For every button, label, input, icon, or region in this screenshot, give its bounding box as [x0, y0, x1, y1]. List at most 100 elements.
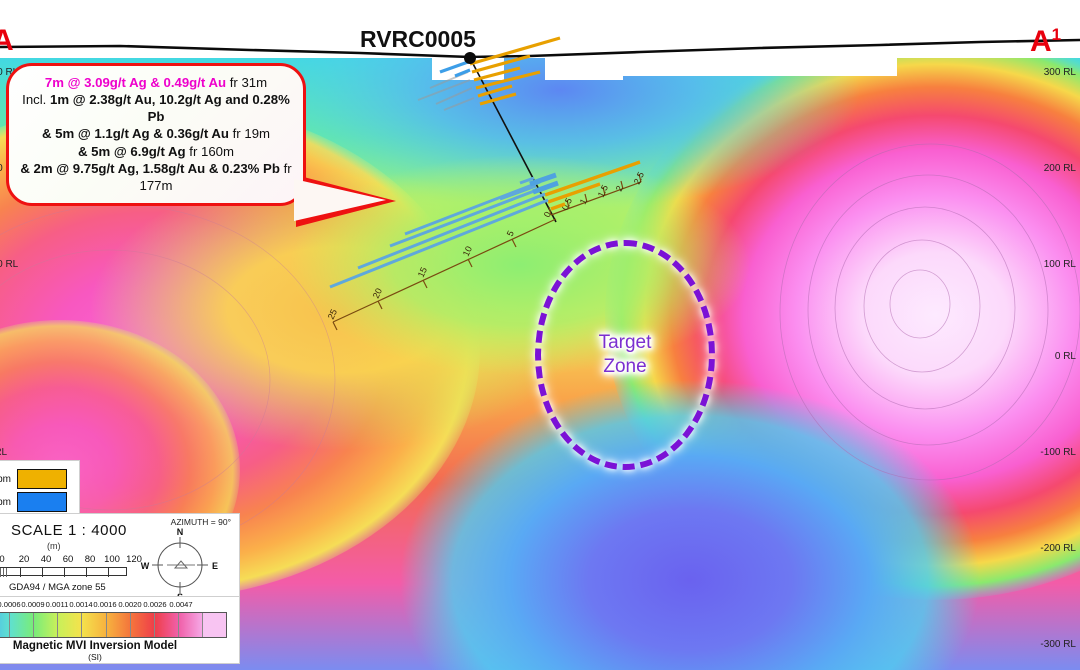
- colorscale-tick-label: 0.0011: [45, 600, 69, 609]
- colorscale-swatch: [0, 613, 11, 637]
- legend-label: _ppm: [0, 473, 11, 485]
- svg-text:N: N: [177, 527, 184, 537]
- colorscale-tick-label: 0.0026: [143, 600, 167, 609]
- scale-tick-label: 0: [0, 554, 5, 565]
- colorscale-subtitle: (SI): [88, 652, 102, 662]
- surface-label-patch: [432, 58, 504, 80]
- target-zone-label: Target Zone: [598, 332, 652, 377]
- legend-swatch-au: [17, 492, 67, 512]
- scale-tick-label: 100: [104, 554, 120, 565]
- target-zone-ellipse: Target Zone: [535, 240, 715, 470]
- surface-label-patch: [622, 56, 897, 76]
- callout-line-5-bold: & 2m @ 9.75g/t Ag, 1.58g/t Au & 0.23% Pb: [20, 160, 280, 176]
- colorscale-tick-labels: 0.0003 0.0006 0.0009 0.0011 0.0014 0.001…: [0, 600, 241, 611]
- downhole-depth-tick-label: 25 20 15 10 5: [326, 229, 516, 321]
- drill-collar-marker: [464, 52, 476, 64]
- colorscale-swatch: [34, 613, 59, 637]
- assay-bar-au: [439, 60, 471, 78]
- magnetic-inversion-model-background: [0, 50, 1080, 670]
- rl-label-right: 200 RL: [1043, 163, 1076, 174]
- assay-bar-au-thick: [529, 172, 559, 195]
- assay-bar-ag-deep: [544, 160, 641, 211]
- callout-line-4: & 5m @ 6.9g/t Ag fr 160m: [19, 143, 293, 160]
- scale-panel: SCALE 1 : 4000 (m) 0 20 40 60 80 100 120…: [0, 513, 240, 605]
- rl-label-right: -200 RL: [1040, 543, 1076, 554]
- callout-line-5-tail: fr 177m: [139, 160, 292, 193]
- callout-line-2-prefix: Incl.: [22, 92, 51, 108]
- callout-line-3: & 5m @ 1.1g/t Ag & 0.36g/t Au fr 19m: [19, 125, 293, 142]
- callout-line-4-bold: & 5m @ 6.9g/t Ag: [77, 143, 186, 159]
- scale-tick-label: 20: [18, 554, 30, 565]
- svg-text:25: 25: [326, 308, 339, 321]
- rl-label-right: 0 RL: [1054, 351, 1076, 362]
- section-label-right: A1: [1030, 26, 1061, 57]
- drill-hole-label: RVRC0005: [360, 26, 476, 52]
- downhole-grade-tick-label: 0 0.5 1 1.5 2 2.5: [542, 170, 646, 219]
- colorscale-swatch: [58, 613, 83, 637]
- callout-line-4-tail: fr 160m: [185, 143, 234, 159]
- colorscale-title: Magnetic MVI Inversion Model: [12, 640, 178, 652]
- colorscale-swatch: [10, 613, 35, 637]
- rl-label-right: 100 RL: [1043, 259, 1076, 270]
- callout-tail-fill: [294, 179, 386, 221]
- scale-bar: [0, 567, 127, 577]
- legend-row: _ppm: [0, 469, 73, 489]
- callout-line-2: Incl. 1m @ 2.38g/t Au, 10.2g/t Ag and 0.…: [19, 91, 293, 125]
- rl-label-left: 100 RL: [0, 259, 19, 270]
- rl-label-right: -100 RL: [1040, 447, 1076, 458]
- scale-tick-label: 120: [126, 554, 142, 565]
- colorscale-swatch: [106, 613, 131, 637]
- colorscale-swatch: [154, 613, 179, 637]
- scale-unit: (m): [47, 541, 61, 551]
- assay-bar-au-deep: [329, 176, 549, 289]
- callout-line-2-bold: 1m @ 2.38g/t Au, 10.2g/t Ag and 0.28% Pb: [50, 92, 290, 125]
- colorscale-swatch: [82, 613, 107, 637]
- section-label-left: A: [0, 24, 14, 57]
- colorscale-tick-label: 0.0047: [169, 600, 193, 609]
- surface-label-patch: [545, 58, 623, 80]
- azimuth-label: AZIMUTH = 90°: [170, 517, 231, 527]
- scale-tick-label: 80: [84, 554, 96, 565]
- assay-results-callout: 7m @ 3.09g/t Ag & 0.49g/t Au fr 31m Incl…: [6, 63, 306, 207]
- colorscale-tick-label: 0.0020: [118, 600, 142, 609]
- scale-datum-label: GDA94 / MGA zone 55: [9, 582, 106, 593]
- rl-label-right: 300 RL: [1043, 67, 1076, 78]
- callout-line-3-tail: fr 19m: [228, 126, 271, 142]
- legend-swatch-ag: [17, 469, 67, 489]
- colorscale-tick-label: 0.0016: [93, 600, 117, 609]
- scale-tick-label: 60: [62, 554, 74, 565]
- scale-title: SCALE 1 : 4000: [11, 522, 127, 539]
- svg-text:2: 2: [614, 184, 625, 193]
- colorscale-swatch: [130, 613, 155, 637]
- svg-text:0.5: 0.5: [560, 196, 574, 212]
- colorscale-bar: [0, 612, 227, 638]
- downhole-grade-axis: [548, 173, 642, 216]
- rl-label-right: -300 RL: [1040, 639, 1076, 650]
- rl-label-left: 300 RL: [0, 67, 18, 78]
- colorscale-tick-label: 0.0009: [21, 600, 45, 609]
- svg-text:2.5: 2.5: [632, 170, 646, 186]
- section-label-right-sup: 1: [1051, 25, 1062, 44]
- callout-line-1-highlight: 7m @ 3.09g/t Ag & 0.49g/t Au: [44, 75, 227, 90]
- downhole-depth-axis: [332, 218, 557, 331]
- colorscale-tick-label: 0.0006: [0, 600, 21, 609]
- callout-line-5: & 2m @ 9.75g/t Ag, 1.58g/t Au & 0.23% Pb…: [19, 160, 293, 194]
- assay-legend: _ppm _ppm: [0, 460, 80, 521]
- svg-text:1: 1: [578, 197, 589, 206]
- colorscale-tick-label: 0.0014: [69, 600, 93, 609]
- svg-text:W: W: [141, 561, 150, 571]
- callout-line-1-tail: fr 31m: [226, 75, 268, 90]
- callout-line-1: 7m @ 3.09g/t Ag & 0.49g/t Au fr 31m: [19, 74, 293, 91]
- svg-text:15: 15: [416, 266, 429, 279]
- assay-bar-ag: [469, 36, 561, 106]
- svg-text:1.5: 1.5: [596, 183, 610, 199]
- callout-line-3-bold: & 5m @ 1.1g/t Ag & 0.36g/t Au: [41, 126, 229, 142]
- svg-text:10: 10: [461, 245, 474, 258]
- compass-rose-icon: N S W E: [141, 527, 218, 602]
- svg-text:5: 5: [505, 229, 516, 238]
- colorscale-swatch: [178, 613, 203, 637]
- magnetic-colorscale-panel: 0.0003 0.0006 0.0009 0.0011 0.0014 0.001…: [0, 596, 240, 664]
- scale-tick-label: 40: [40, 554, 52, 565]
